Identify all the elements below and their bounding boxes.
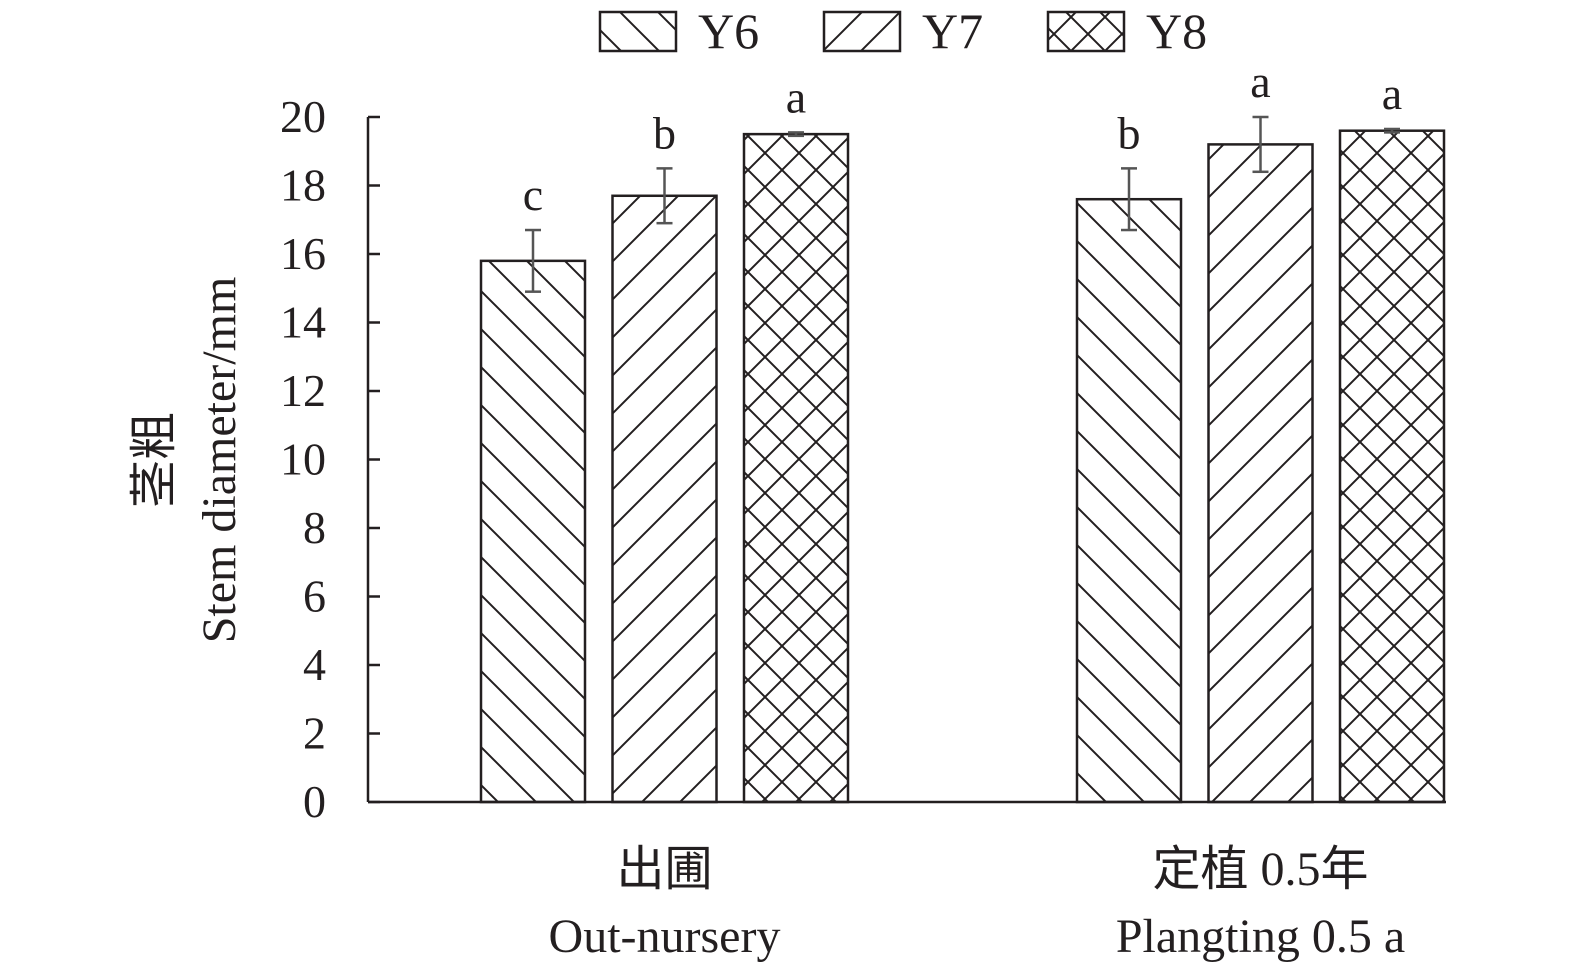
- legend-item: Y8: [1046, 3, 1207, 59]
- bar-group: a: [1207, 56, 1314, 804]
- legend: Y6 Y7 Y8: [598, 3, 1207, 59]
- legend-swatch: [598, 10, 678, 53]
- bar: [1075, 197, 1183, 804]
- bar: [1207, 143, 1314, 804]
- y-tick-label: 4: [303, 639, 326, 690]
- category-labels: 出圃 Out-nursery 定植 0.5年 Plangting 0.5 a: [549, 843, 1406, 963]
- bar: [479, 259, 587, 804]
- bar-group: b: [611, 107, 718, 804]
- significance-letter: c: [523, 169, 543, 220]
- category-label-cn: 定植 0.5年: [1152, 843, 1368, 896]
- category-label-cn: 出圃: [616, 843, 712, 896]
- y-tick-label: 20: [280, 91, 326, 142]
- legend-label: Y6: [698, 3, 759, 59]
- y-tick-label: 14: [280, 297, 326, 348]
- bar: [1338, 129, 1446, 804]
- y-tick-label: 2: [303, 708, 326, 759]
- y-tick-label: 16: [280, 228, 326, 279]
- y-tick-label: 10: [280, 434, 326, 485]
- bar-group: c: [479, 169, 587, 804]
- y-tick-label: 8: [303, 502, 326, 553]
- legend-label: Y8: [1146, 3, 1207, 59]
- y-axis-title: 茎粗 Stem diameter/mm: [128, 277, 246, 644]
- y-axis-title-cn: 茎粗: [128, 412, 181, 508]
- category-label-en: Plangting 0.5 a: [1116, 910, 1405, 963]
- y-tick-label: 12: [280, 365, 326, 416]
- significance-letter: a: [1250, 56, 1270, 107]
- bar: [611, 194, 718, 804]
- significance-letter: a: [786, 71, 806, 122]
- significance-letter: b: [653, 107, 676, 158]
- y-axis-title-en: Stem diameter/mm: [193, 277, 246, 644]
- category-label-en: Out-nursery: [549, 910, 781, 963]
- significance-letter: b: [1118, 107, 1141, 158]
- y-axis: 0 2 4 6 8 10 12 14 16 18 20: [280, 91, 380, 827]
- bar-group: b: [1075, 107, 1183, 804]
- y-tick-label: 0: [303, 776, 326, 827]
- bar-group: a: [1338, 68, 1446, 804]
- legend-swatch: [822, 10, 902, 53]
- bars: c b b a a a: [479, 56, 1446, 804]
- legend-label: Y7: [922, 3, 983, 59]
- significance-letter: a: [1382, 68, 1402, 119]
- y-tick-label: 18: [280, 160, 326, 211]
- legend-item: Y6: [598, 3, 759, 59]
- y-tick-label: 6: [303, 571, 326, 622]
- bar: [742, 132, 850, 804]
- legend-swatch: [1046, 10, 1126, 53]
- legend-item: Y7: [822, 3, 983, 59]
- bar-group: a: [742, 71, 850, 804]
